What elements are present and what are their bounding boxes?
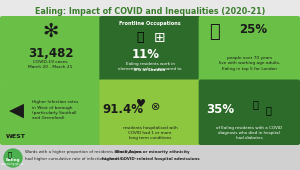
Text: Wards with a higher proportion of residents identifying as: Wards with a higher proportion of reside… xyxy=(25,150,143,154)
Text: of Ealing residents with a COVID
diagnosis who died in hospital
had diabetes: of Ealing residents with a COVID diagnos… xyxy=(216,126,282,140)
Text: 🌳: 🌳 xyxy=(8,152,12,158)
FancyBboxPatch shape xyxy=(99,80,201,145)
Text: ✻: ✻ xyxy=(43,22,59,41)
Text: residents hospitalised with
COVID had 1 or more
long term conditions: residents hospitalised with COVID had 1 … xyxy=(123,126,177,140)
Text: 💉: 💉 xyxy=(253,99,259,109)
Text: 🚌: 🚌 xyxy=(136,31,144,44)
FancyBboxPatch shape xyxy=(199,16,300,81)
Text: WEST: WEST xyxy=(6,133,26,139)
Text: Black Asian or minority ethnicity: Black Asian or minority ethnicity xyxy=(115,150,190,154)
FancyBboxPatch shape xyxy=(199,80,300,145)
Text: Ealing: Impact of COVID and Inequalities (2020-21): Ealing: Impact of COVID and Inequalities… xyxy=(35,7,265,16)
Text: people over 70 years
live with working age adults.
Ealing in top 5 for London: people over 70 years live with working a… xyxy=(219,56,280,71)
Text: 31,482: 31,482 xyxy=(28,47,74,60)
FancyBboxPatch shape xyxy=(0,80,101,145)
Text: ♥: ♥ xyxy=(136,99,146,109)
Text: 🧪: 🧪 xyxy=(266,105,272,115)
Text: 8% in London: 8% in London xyxy=(134,68,166,72)
Text: had higher cumulative rate of infections, and the: had higher cumulative rate of infections… xyxy=(25,157,126,161)
Text: ◀: ◀ xyxy=(8,101,23,120)
Text: highest COVID-related hospital admissions: highest COVID-related hospital admission… xyxy=(101,157,199,161)
Text: www.ealing.gov.uk: www.ealing.gov.uk xyxy=(1,163,25,166)
Bar xyxy=(0,145,300,170)
Text: Frontline Occupations: Frontline Occupations xyxy=(119,21,181,26)
Text: ⊗: ⊗ xyxy=(151,102,160,112)
Text: COVID-19 cases
March 20 - March 21: COVID-19 cases March 20 - March 21 xyxy=(28,60,73,69)
Text: 25%: 25% xyxy=(239,23,267,36)
Text: Higher Infection rates
in West of borough
(particularly Southall
and Greenford): Higher Infection rates in West of boroug… xyxy=(32,100,78,120)
Text: 91.4%: 91.4% xyxy=(103,103,144,116)
Text: 🚶: 🚶 xyxy=(209,23,220,41)
Text: Ealing: Ealing xyxy=(6,158,20,162)
Text: ⊞: ⊞ xyxy=(154,31,166,45)
FancyBboxPatch shape xyxy=(0,16,101,81)
Text: 35%: 35% xyxy=(207,103,235,116)
FancyBboxPatch shape xyxy=(99,16,201,81)
Text: 11%: 11% xyxy=(132,48,160,61)
Text: Ealing residents work in
elementary roles, compared to: Ealing residents work in elementary role… xyxy=(118,62,182,71)
Circle shape xyxy=(4,149,22,167)
